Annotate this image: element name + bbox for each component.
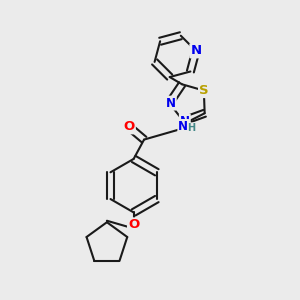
Text: N: N xyxy=(190,44,202,57)
Text: O: O xyxy=(128,218,139,231)
Text: N: N xyxy=(178,120,188,133)
Text: S: S xyxy=(199,84,209,97)
Text: O: O xyxy=(124,120,135,133)
Text: N: N xyxy=(166,97,176,110)
Text: H: H xyxy=(188,123,196,133)
Text: N: N xyxy=(180,115,190,128)
